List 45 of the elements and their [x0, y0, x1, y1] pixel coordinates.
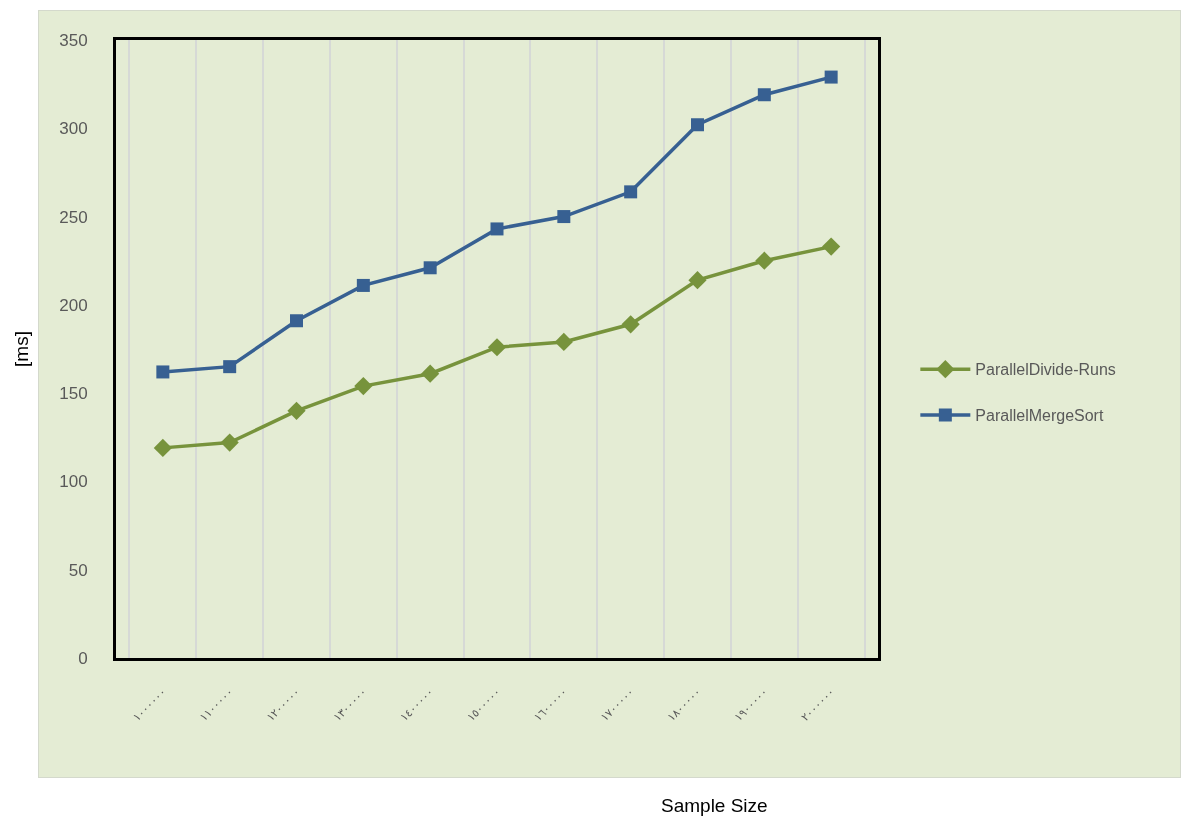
- x-tick-label: ١٥٠٠٠٠٠: [464, 685, 504, 724]
- point: [690, 118, 704, 132]
- point: [156, 365, 170, 379]
- point: [487, 338, 507, 357]
- point: [423, 261, 437, 275]
- y-tick-label: 200: [59, 295, 88, 315]
- point: [287, 401, 306, 420]
- x-tick-label: ١٠٠٠٠٠٠: [130, 685, 169, 724]
- y-tick-label: 150: [59, 384, 88, 404]
- point: [223, 360, 237, 374]
- y-tick-label: 250: [59, 207, 88, 227]
- point: [688, 271, 707, 290]
- point: [490, 222, 504, 236]
- x-tick-label: ٢٠٠٠٠٠٠: [798, 685, 838, 724]
- point: [220, 433, 239, 452]
- x-tick-label: ١٢٠٠٠٠٠: [264, 685, 303, 724]
- point: [356, 278, 370, 292]
- y-tick-label: 100: [59, 472, 88, 492]
- y-tick-label: 50: [68, 560, 88, 580]
- x-tick-label: ١٧٠٠٠٠٠: [598, 685, 637, 724]
- y-tick-label: 300: [59, 119, 88, 139]
- y-tick-label: 350: [59, 30, 88, 50]
- point: [822, 237, 841, 256]
- x-tick-label: ١٩٠٠٠٠٠: [731, 685, 771, 724]
- point: [554, 332, 573, 352]
- point: [621, 315, 640, 334]
- point: [824, 70, 838, 84]
- point: [757, 88, 771, 102]
- x-tick-label: ١٤٠٠٠٠٠: [397, 685, 437, 724]
- x-axis-title: Sample Size: [661, 795, 768, 816]
- point: [153, 438, 172, 457]
- x-tick-label: ١٦٠٠٠٠٠: [531, 685, 570, 724]
- y-axis-title: [ms]: [11, 331, 33, 367]
- point: [755, 251, 774, 270]
- point: [557, 210, 571, 224]
- point: [421, 364, 440, 383]
- legend-label: ParallelMergeSort: [975, 407, 1104, 425]
- x-tick-label: ١٨٠٠٠٠٠: [665, 685, 704, 724]
- x-tick-label: ١١٠٠٠٠٠: [197, 685, 236, 724]
- x-tick-label: ١٣٠٠٠٠٠: [330, 685, 370, 724]
- point: [354, 376, 373, 396]
- point: [290, 314, 304, 328]
- y-tick-label: 0: [78, 648, 88, 668]
- point: [624, 185, 638, 199]
- legend-label: ParallelDivide-Runs: [975, 361, 1116, 379]
